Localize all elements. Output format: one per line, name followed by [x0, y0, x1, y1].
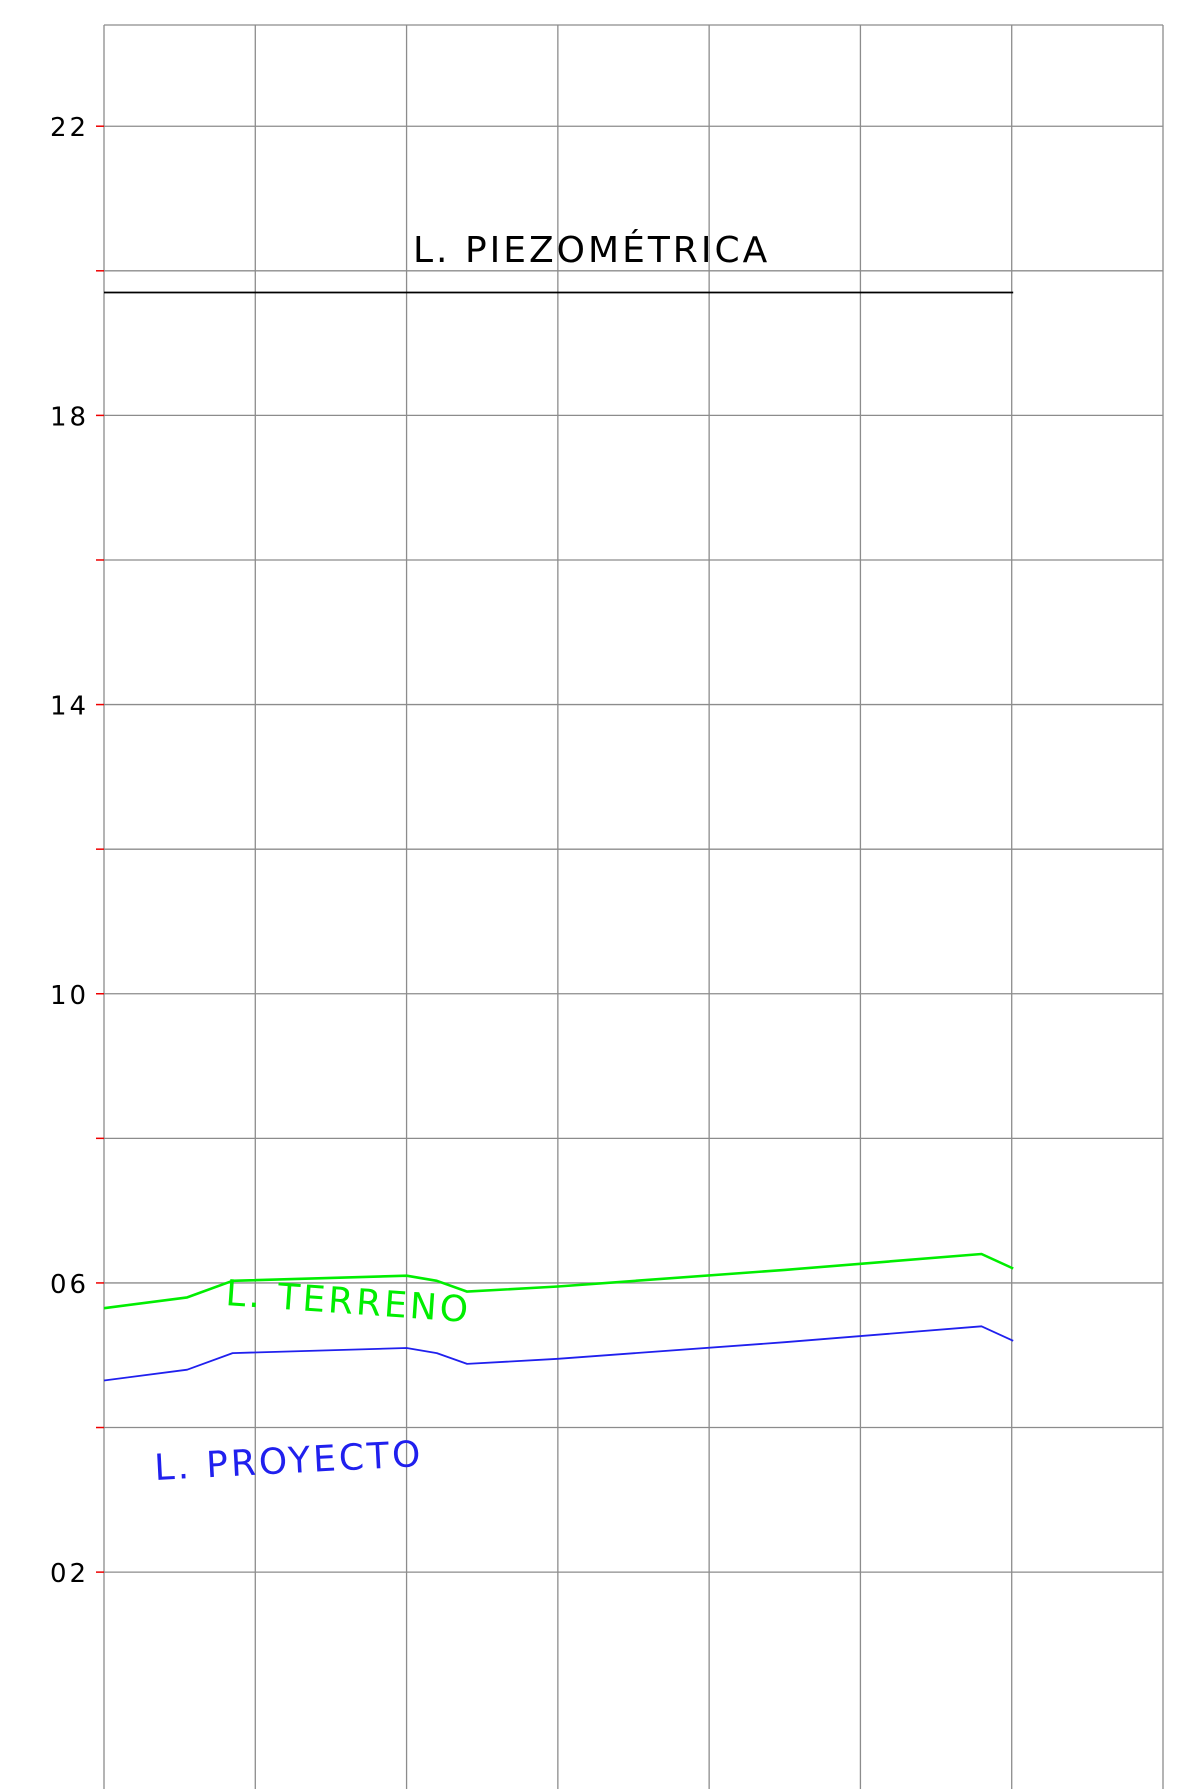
y-tick-label: 06 — [50, 1270, 89, 1300]
y-tick-label: 14 — [50, 692, 89, 722]
y-axis-ticks: 22 18 14 10 06 02 — [50, 113, 104, 1589]
series-line-l-proyecto — [103, 1325, 1014, 1382]
series-lines — [103, 291, 1014, 1382]
y-tick-label: 02 — [50, 1559, 89, 1589]
series-line-l-terreno — [103, 1252, 1014, 1310]
annotation-piezometrica: L. PIEZOMÉTRICA — [413, 229, 770, 271]
annotation-proyecto: L. PROYECTO — [153, 1434, 424, 1489]
y-tick-label: 18 — [50, 402, 89, 432]
y-tick-label: 10 — [50, 981, 89, 1011]
grid — [103, 24, 1164, 1789]
y-tick-label: 22 — [50, 113, 89, 143]
